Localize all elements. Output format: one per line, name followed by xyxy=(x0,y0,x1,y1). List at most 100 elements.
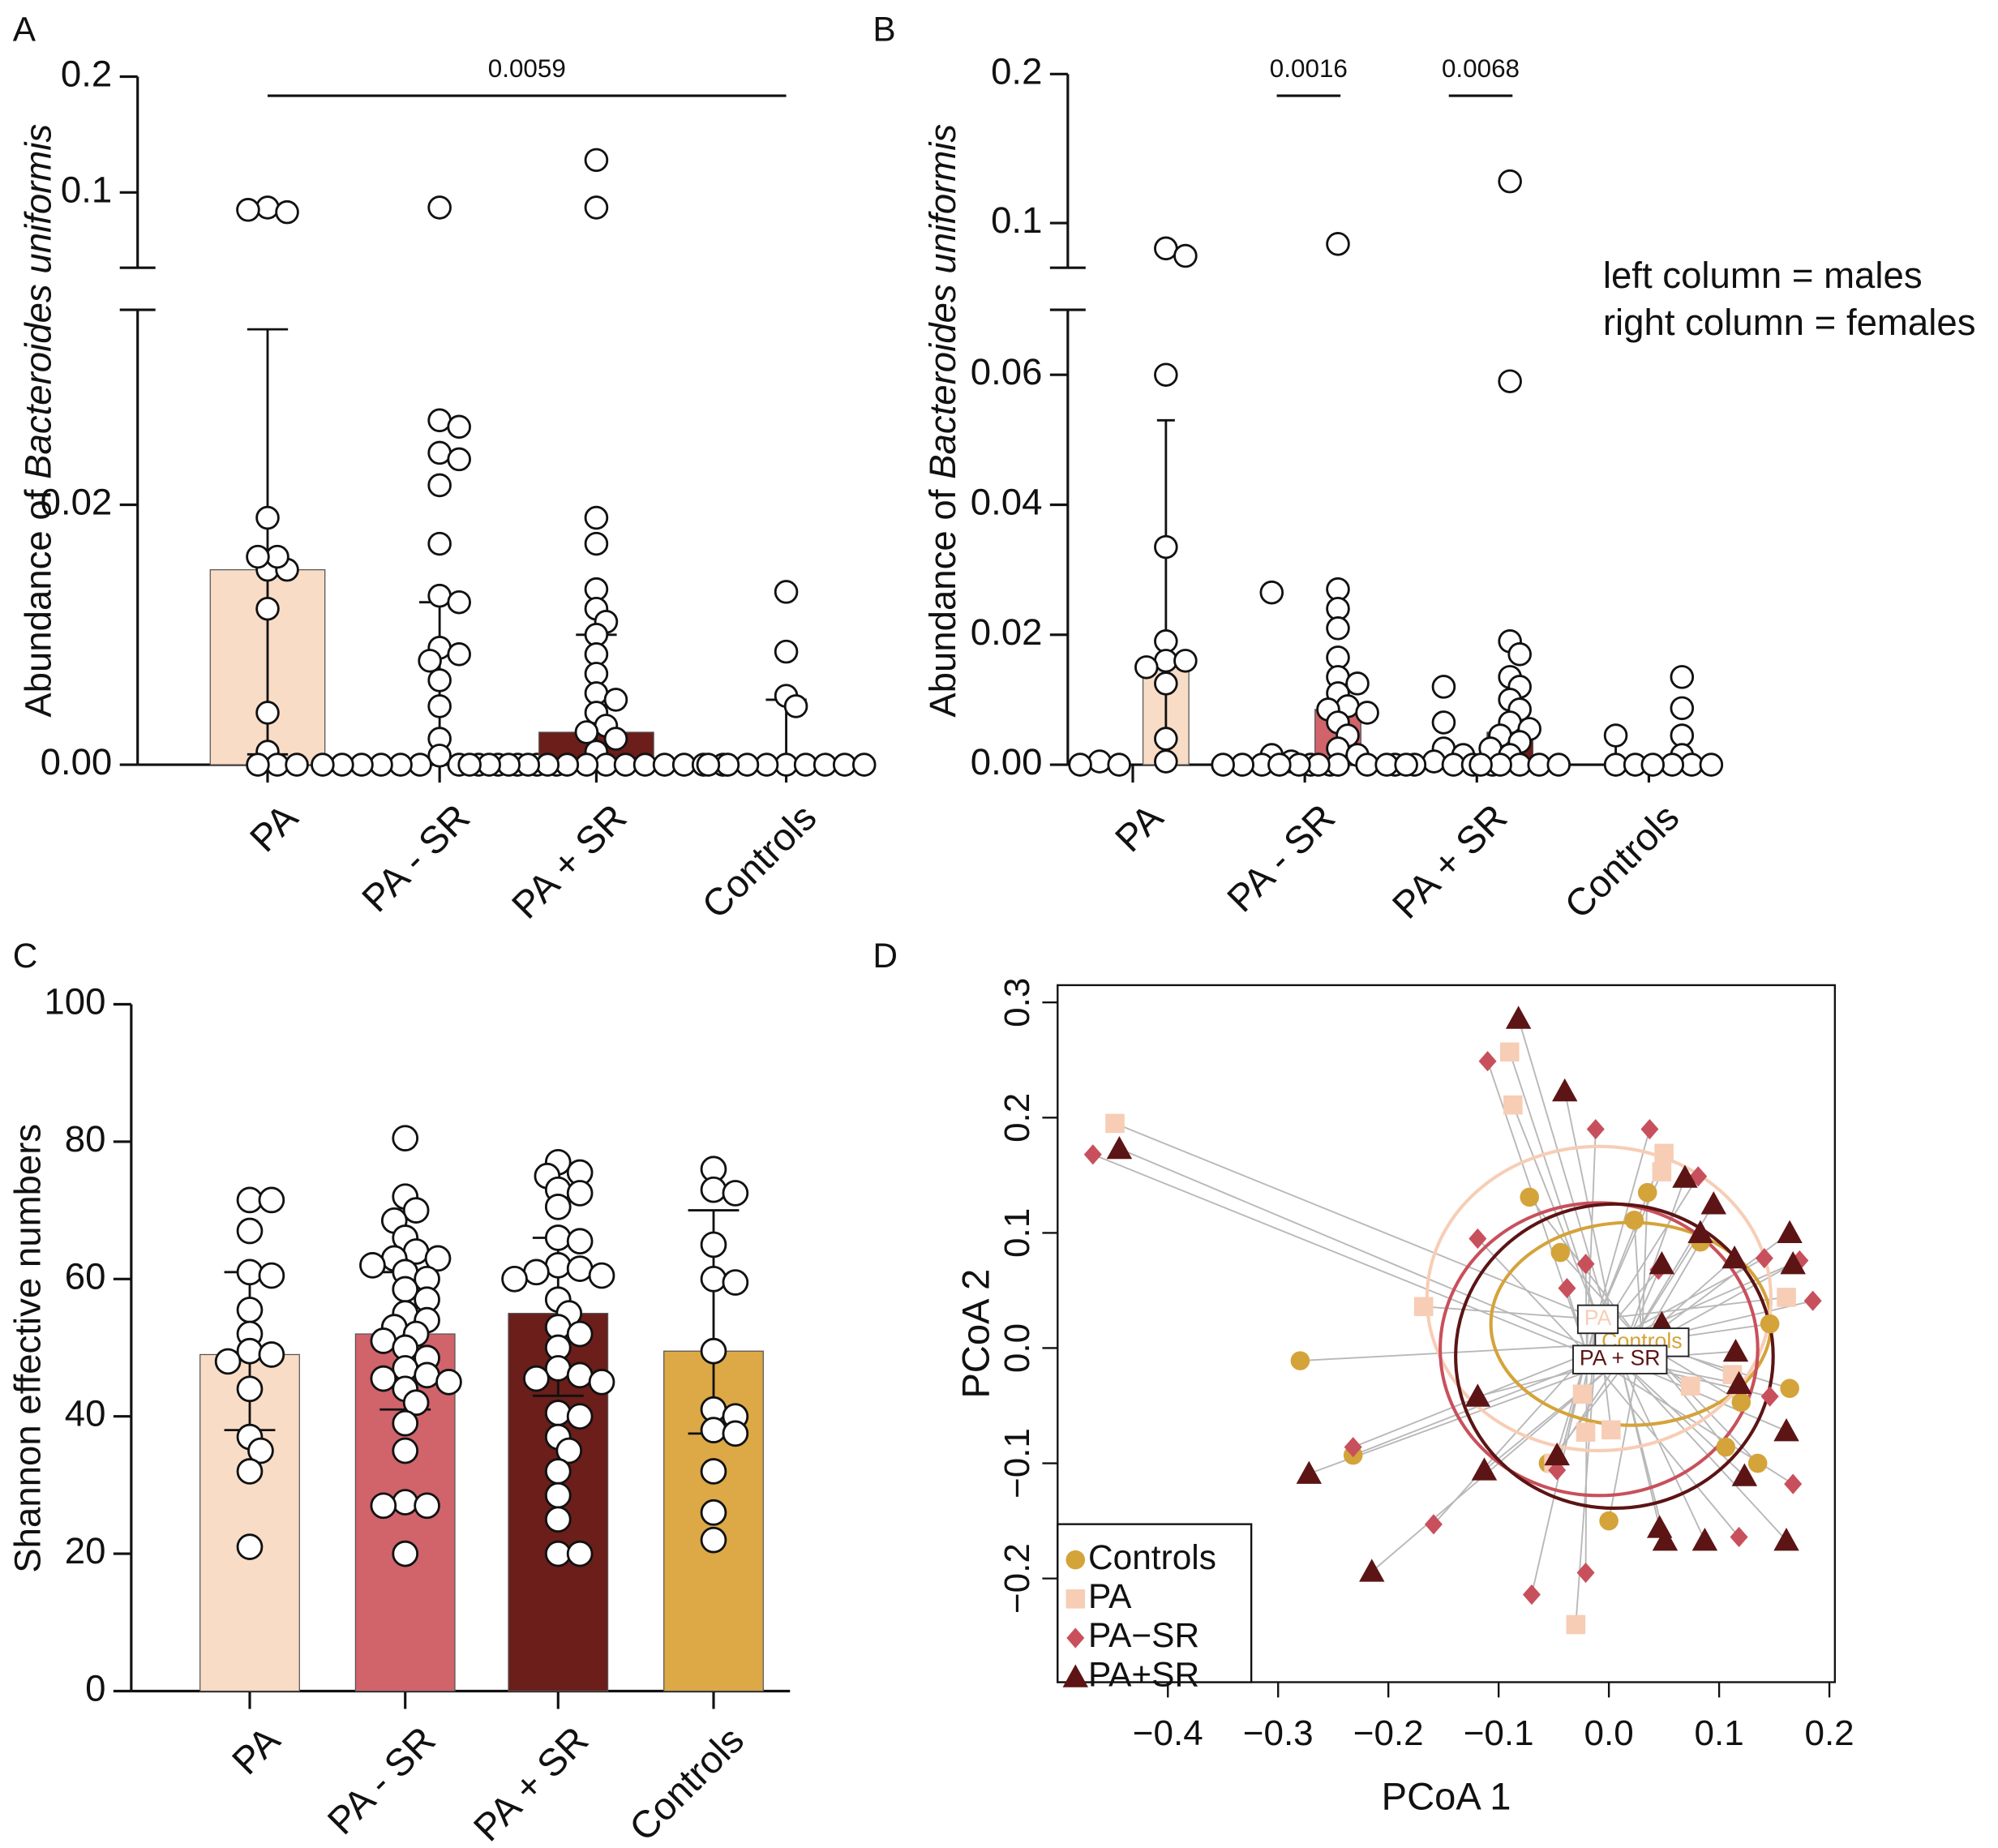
y-axis-label: Abundance of Bacteroides uniformis xyxy=(17,124,58,718)
data-point xyxy=(584,195,609,220)
data-point xyxy=(544,1540,572,1567)
data-point xyxy=(457,752,482,777)
data-point xyxy=(236,1533,264,1560)
data-point xyxy=(1290,1351,1310,1370)
data-point xyxy=(1726,1370,1752,1395)
data-point xyxy=(258,1341,285,1368)
data-point xyxy=(1154,749,1178,774)
data-point xyxy=(255,701,280,725)
data-point xyxy=(214,1348,242,1375)
y-tick-label: 0.0 xyxy=(997,1323,1037,1373)
data-point xyxy=(1068,752,1092,777)
data-point xyxy=(414,1361,440,1389)
data-point xyxy=(1296,1460,1323,1484)
data-point xyxy=(236,1186,264,1214)
y-tick-label: 60 xyxy=(65,1255,106,1297)
spider-line xyxy=(1619,1359,1706,1541)
spider-line xyxy=(1640,1192,1649,1343)
data-point xyxy=(544,1400,572,1426)
legend-label: Controls xyxy=(1088,1538,1216,1576)
data-point xyxy=(700,1231,727,1258)
data-point xyxy=(566,1228,594,1255)
data-point xyxy=(236,1375,264,1403)
data-point xyxy=(402,1389,430,1417)
data-point xyxy=(402,1197,430,1224)
data-point xyxy=(1576,1562,1595,1584)
centroid-label: PA xyxy=(1584,1306,1612,1330)
data-point xyxy=(1544,1442,1570,1466)
data-point xyxy=(544,1224,572,1251)
data-point xyxy=(523,1365,550,1392)
data-point xyxy=(1773,1528,1799,1551)
data-point xyxy=(236,1337,264,1365)
spider-line xyxy=(1511,1104,1599,1320)
data-point xyxy=(1522,1584,1541,1606)
data-point xyxy=(1637,1182,1657,1203)
centroid-label-box xyxy=(1572,1344,1668,1374)
data-point xyxy=(1599,1511,1619,1531)
data-point xyxy=(1780,1378,1799,1398)
spider-line xyxy=(1566,1288,1588,1354)
panel-label: B xyxy=(873,11,895,49)
data-point xyxy=(1670,665,1695,689)
x-tick-label: PA + SR xyxy=(465,1718,597,1848)
data-point xyxy=(700,1417,727,1443)
data-point xyxy=(427,195,452,220)
x-tick-label: PA xyxy=(1107,795,1172,860)
data-point xyxy=(555,1437,583,1464)
legend-marker xyxy=(1066,1627,1085,1649)
data-point xyxy=(258,1262,285,1289)
spider-line xyxy=(1114,1122,1598,1320)
y-tick-label: 0.02 xyxy=(971,611,1043,653)
data-point xyxy=(544,1458,572,1485)
y-tick-label: 80 xyxy=(65,1118,106,1160)
data-point xyxy=(1355,701,1379,725)
data-point xyxy=(1499,1042,1520,1062)
data-point xyxy=(1507,642,1532,667)
data-point xyxy=(427,531,452,556)
group-ellipse xyxy=(1438,1201,1760,1498)
data-point xyxy=(1652,1528,1679,1551)
data-point xyxy=(1552,1078,1578,1102)
x-tick-label: PA xyxy=(224,1717,289,1782)
data-point xyxy=(1431,675,1456,699)
y-tick-label: −0.2 xyxy=(997,1543,1037,1614)
data-point xyxy=(501,1265,528,1293)
x-tick-label: −0.2 xyxy=(1353,1713,1424,1753)
data-point xyxy=(1722,1339,1749,1362)
y-axis-label-part: Bacteroides uniformis xyxy=(17,124,58,479)
data-point xyxy=(1672,1164,1698,1188)
data-point xyxy=(447,642,471,667)
data-point xyxy=(1586,1118,1605,1140)
data-point xyxy=(1566,1614,1586,1635)
data-point xyxy=(1699,752,1724,777)
data-point xyxy=(700,1176,727,1203)
data-point xyxy=(1640,752,1665,777)
data-point xyxy=(700,1458,727,1485)
data-point xyxy=(447,590,471,615)
data-point xyxy=(247,1437,274,1464)
data-point xyxy=(285,752,309,777)
legend-marker xyxy=(1062,1664,1088,1687)
data-point xyxy=(1087,749,1112,774)
y-tick-label: 0.2 xyxy=(997,1093,1037,1143)
data-point xyxy=(255,195,280,220)
data-point xyxy=(236,198,260,222)
data-point xyxy=(1431,710,1456,735)
y-tick-label: 0.06 xyxy=(971,351,1043,392)
data-point xyxy=(392,1437,419,1464)
data-point xyxy=(584,531,609,556)
y-axis-label-part: Abundance of xyxy=(17,479,58,718)
legend-box xyxy=(1057,1523,1253,1683)
data-point xyxy=(1134,655,1159,680)
y-axis-label-part: Bacteroides uniformis xyxy=(922,124,963,479)
data-point xyxy=(1640,1118,1659,1140)
data-point xyxy=(1731,1392,1751,1413)
data-point xyxy=(1344,1437,1362,1458)
data-point xyxy=(1394,752,1418,777)
data-point xyxy=(392,1540,419,1567)
annotation: right column = females xyxy=(1603,302,1976,343)
data-point xyxy=(427,473,452,498)
data-point xyxy=(700,1499,727,1526)
data-point xyxy=(588,1369,615,1396)
